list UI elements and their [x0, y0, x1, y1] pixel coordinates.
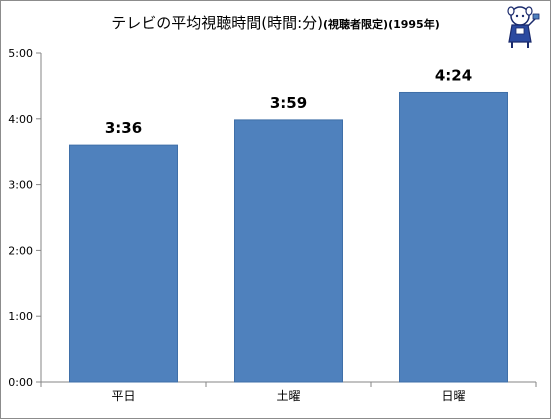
data-label: 4:24	[435, 66, 472, 84]
x-tick-label: 日曜	[441, 389, 465, 403]
data-label: 3:36	[105, 119, 142, 137]
chart-title-block: テレビの平均視聴時間(時間:分)(視聴者限定)(1995年)	[0, 12, 551, 33]
mascot-character-icon	[507, 6, 540, 48]
x-tick-label: 土曜	[276, 389, 300, 403]
y-tick-label: 1:00	[8, 310, 33, 323]
chart-title: テレビの平均視聴時間(時間:分)	[111, 14, 324, 32]
y-tick-label: 4:00	[8, 113, 33, 126]
bar	[234, 119, 343, 383]
x-tick-label: 平日	[111, 389, 135, 403]
y-tick-label: 3:00	[8, 179, 33, 192]
y-tick-label: 5:00	[8, 47, 33, 60]
bar	[399, 91, 508, 383]
data-label: 3:59	[270, 94, 307, 112]
bar	[69, 144, 178, 383]
y-tick-label: 0:00	[8, 376, 33, 389]
y-tick-label: 2:00	[8, 244, 33, 257]
chart-subtitle: (視聴者限定)(1995年)	[323, 18, 440, 31]
